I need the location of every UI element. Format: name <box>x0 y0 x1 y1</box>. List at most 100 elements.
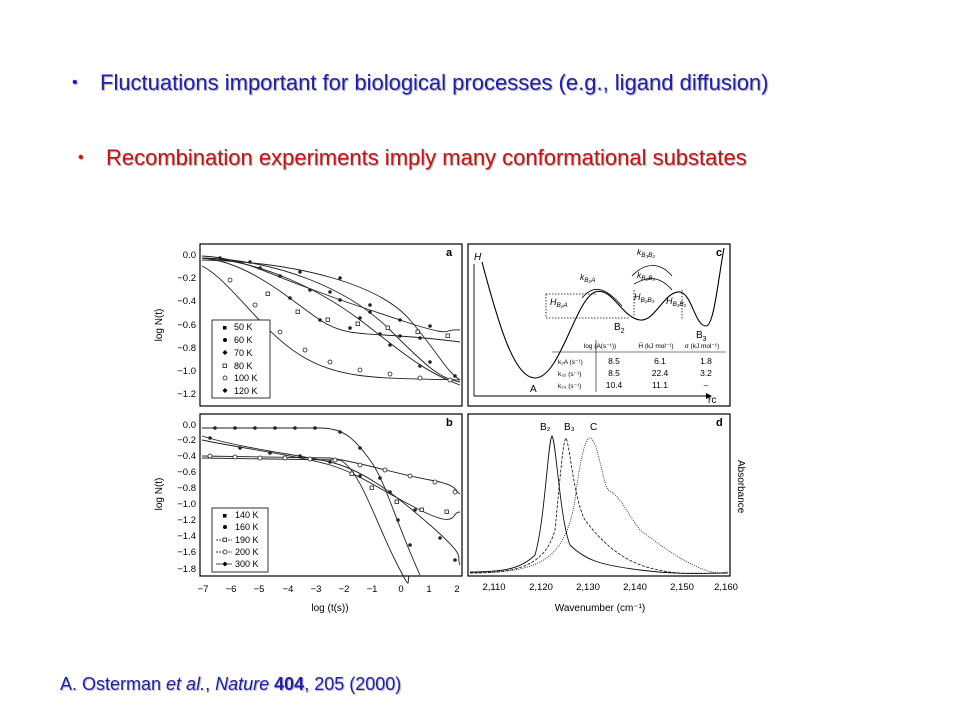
label-h-b3b2: HB₃B₂ <box>666 296 687 308</box>
citation-journal: Nature <box>215 674 270 694</box>
legend-item: 60 K <box>234 335 253 345</box>
panel-a-curves <box>201 255 461 386</box>
bullet-text: Recombination experiments imply many con… <box>106 145 747 170</box>
legend-box <box>211 319 271 399</box>
citation-rest: , 205 (2000) <box>304 674 402 694</box>
xtick: 2,120 <box>529 582 553 593</box>
ytick: −1.6 <box>177 547 196 558</box>
panel-d-xlabel: Wavenumber (cm⁻¹) <box>555 603 645 614</box>
label-h-b2b3: HB₂B₃ <box>634 292 655 304</box>
xtick: 2,130 <box>576 582 600 593</box>
xtick: 1 <box>426 584 431 595</box>
peak-b3: B₃ <box>564 422 575 433</box>
panel-a-ylabel: log N(t) <box>154 309 165 342</box>
panel-c-letter: c <box>716 247 722 259</box>
spectrum-b3 <box>469 437 729 574</box>
table-cell: 10.4 <box>606 380 623 390</box>
panel-b-ylabel: log N(t) <box>154 478 165 511</box>
peak-b2: B₂ <box>540 422 551 433</box>
table-cell: 1.8 <box>700 356 712 366</box>
ytick: −1.0 <box>177 499 196 510</box>
ytick: −1.8 <box>177 564 196 575</box>
label-h-b2a: HB₂A <box>550 297 568 309</box>
ytick: −1.4 <box>177 531 196 542</box>
table-row-label: k₂A (s⁻¹) <box>558 359 583 366</box>
panel-d-ylabel: Absorbance <box>735 460 746 514</box>
citation: A. Osterman et al., Nature 404, 205 (200… <box>60 674 401 695</box>
xtick: −5 <box>254 584 265 595</box>
ytick: −0.4 <box>177 451 196 462</box>
panel-d-letter: d <box>716 417 723 429</box>
panel-b-xticks: −7 −6 −5 −4 −3 −2 −1 0 1 2 <box>198 584 460 595</box>
xtick: −6 <box>226 584 237 595</box>
ytick: −1.0 <box>177 366 196 377</box>
panel-c-table: log (A(s⁻¹)) H̄ (kJ mol⁻¹) σ (kJ mol⁻¹) … <box>552 340 726 392</box>
ytick: −0.6 <box>177 467 196 478</box>
ytick: −1.2 <box>177 389 196 400</box>
table-cell: 6.1 <box>654 356 666 366</box>
panel-b-open-markers <box>207 453 458 514</box>
curve-80k <box>201 257 461 383</box>
table-row-label: k₂₃ (s⁻¹) <box>558 383 581 390</box>
table-row-label: k₃₂ (s⁻¹) <box>558 371 581 378</box>
panel-b-yticks: 0.0 −0.2 −0.4 −0.6 −0.8 −1.0 −1.2 −1.4 −… <box>177 420 196 575</box>
xtick: −2 <box>339 584 350 595</box>
bullet-dot: • <box>72 74 78 91</box>
xtick: −4 <box>283 584 294 595</box>
panel-b-curves <box>201 427 461 584</box>
table-cell: 3.2 <box>700 368 712 378</box>
table-cell: – <box>704 380 709 390</box>
panel-b-legend: 140 K 160 K 190 K 200 K 300 K <box>211 507 269 573</box>
panel-a-open-markers <box>227 277 453 383</box>
curve-70k <box>201 257 461 386</box>
ytick: 0.0 <box>183 250 196 261</box>
panel-d-xticks: 2,110 2,120 2,130 2,140 2,150 2,160 <box>482 582 737 593</box>
panel-a-letter: a <box>446 247 453 259</box>
bullet-dot: • <box>78 149 84 166</box>
legend-item: 120 K <box>234 386 258 396</box>
panel-b-frame <box>199 413 463 577</box>
curve-120k <box>201 265 461 381</box>
panel-b-markers <box>208 426 457 562</box>
bullet-fluctuations: • Fluctuations important for biological p… <box>72 70 769 96</box>
curve-100k <box>201 259 461 381</box>
panel-d-spectra <box>469 435 729 574</box>
table-cell: 11.1 <box>652 380 668 390</box>
peak-c: C <box>590 422 597 433</box>
citation-sep: , <box>205 674 216 694</box>
xtick: 2,110 <box>482 582 505 593</box>
citation-etal: et al. <box>166 674 206 694</box>
panel-d-frame <box>467 413 731 577</box>
table-header: σ (kJ mol⁻¹) <box>685 343 720 350</box>
table-cell: 8.5 <box>608 356 620 366</box>
panel-b-xlabel: log (t(s)) <box>311 603 348 614</box>
table-cell: 22.4 <box>652 368 669 378</box>
panel-a-markers <box>218 256 457 382</box>
bullet-recombination: • Recombination experiments imply many co… <box>78 145 747 171</box>
ytick: −0.6 <box>177 320 196 331</box>
legend-box <box>211 507 269 573</box>
energy-curve <box>481 247 725 379</box>
xtick: 2,160 <box>714 582 738 593</box>
panel-c-frame <box>467 243 731 407</box>
panel-b-letter: b <box>446 417 453 429</box>
legend-item: 190 K <box>235 535 259 545</box>
panel-a-frame <box>199 243 463 407</box>
spectrum-c <box>469 437 729 574</box>
curve-300k <box>202 427 421 576</box>
xtick: 2,140 <box>623 582 647 593</box>
ytick: −0.8 <box>177 483 196 494</box>
citation-author: A. Osterman <box>60 674 162 694</box>
state-b2: B2 <box>614 322 625 335</box>
panel-a-legend: 50 K 60 K 70 K 80 K 100 K 120 K <box>211 319 271 399</box>
table-header: H̄ (kJ mol⁻¹) <box>638 342 673 350</box>
axis-h: H <box>474 252 482 263</box>
ytick: −0.4 <box>177 296 196 307</box>
legend-item: 100 K <box>234 373 258 383</box>
ytick: −0.2 <box>177 273 196 284</box>
xtick: −1 <box>367 584 378 595</box>
ytick: −1.2 <box>177 515 196 526</box>
curve-190k <box>201 439 461 520</box>
xtick: −3 <box>311 584 322 595</box>
